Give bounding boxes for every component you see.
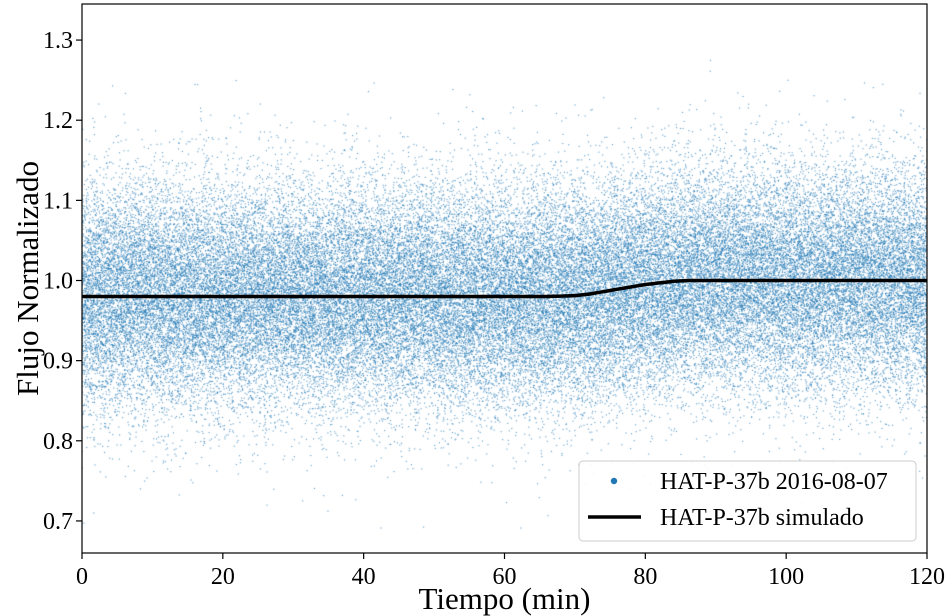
simulated-line-layer — [82, 278, 927, 299]
x-tick-label: 40 — [352, 564, 376, 590]
legend-box — [578, 460, 917, 542]
x-axis-label: Tiempo (min) — [419, 581, 591, 616]
legend-label-observed: HAT-P-37b 2016-08-07 — [660, 469, 888, 495]
x-tick-label: 120 — [909, 564, 945, 590]
y-axis-label: Flujo Normalizado — [10, 161, 45, 396]
y-tick-label: 0.8 — [43, 429, 73, 455]
y-tick-label: 1.0 — [43, 269, 73, 295]
x-axis: 0 20 40 60 80 100 120 — [76, 553, 945, 590]
x-tick-label: 20 — [211, 564, 235, 590]
y-tick-label: 1.3 — [43, 28, 73, 54]
y-tick-label: 0.7 — [43, 509, 73, 535]
x-tick-label: 100 — [768, 564, 804, 590]
simulated-line — [82, 278, 927, 299]
y-tick-label: 0.9 — [43, 349, 73, 375]
x-tick-label: 0 — [76, 564, 88, 590]
legend-marker-observed — [610, 477, 618, 485]
legend: HAT-P-37b 2016-08-07 HAT-P-37b simulado — [578, 460, 917, 542]
y-tick-label: 1.1 — [43, 188, 73, 214]
y-axis: 0.7 0.8 0.9 1.0 1.1 1.2 1.3 — [43, 28, 82, 535]
legend-label-simulated: HAT-P-37b simulado — [660, 505, 864, 531]
x-tick-label: 60 — [493, 564, 517, 590]
x-tick-label: 80 — [633, 564, 657, 590]
y-tick-label: 1.2 — [43, 108, 73, 134]
